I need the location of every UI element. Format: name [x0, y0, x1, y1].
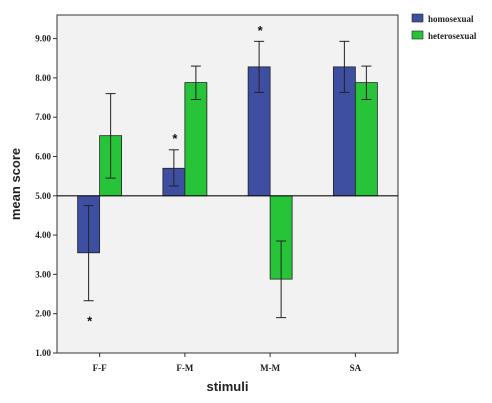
y-tick-label: 8.00 [35, 73, 51, 83]
y-axis-title: mean score [8, 148, 23, 220]
legend-label-heterosexual: heterosexual [428, 31, 477, 41]
x-tick-label: F-M [176, 363, 193, 373]
legend-swatch-homosexual [411, 13, 424, 23]
y-tick-label: 1.00 [35, 348, 51, 358]
y-tick-label: 9.00 [35, 34, 51, 44]
y-tick-label: 4.00 [35, 230, 51, 240]
y-tick-label: 5.00 [35, 191, 51, 201]
x-tick-label: SA [350, 363, 362, 373]
x-tick-label: M-M [260, 363, 280, 373]
significance-star: * [87, 314, 93, 329]
x-tick-label: F-F [93, 363, 107, 373]
y-tick-label: 6.00 [35, 151, 51, 161]
y-tick-label: 7.00 [35, 112, 51, 122]
significance-star: * [172, 131, 178, 146]
x-axis-title: stimuli [207, 379, 249, 394]
legend-label-homosexual: homosexual [428, 14, 474, 24]
significance-star: * [258, 23, 264, 38]
y-tick-label: 3.00 [35, 269, 51, 279]
y-tick-label: 2.00 [35, 309, 51, 319]
legend-swatch-heterosexual [411, 30, 424, 40]
